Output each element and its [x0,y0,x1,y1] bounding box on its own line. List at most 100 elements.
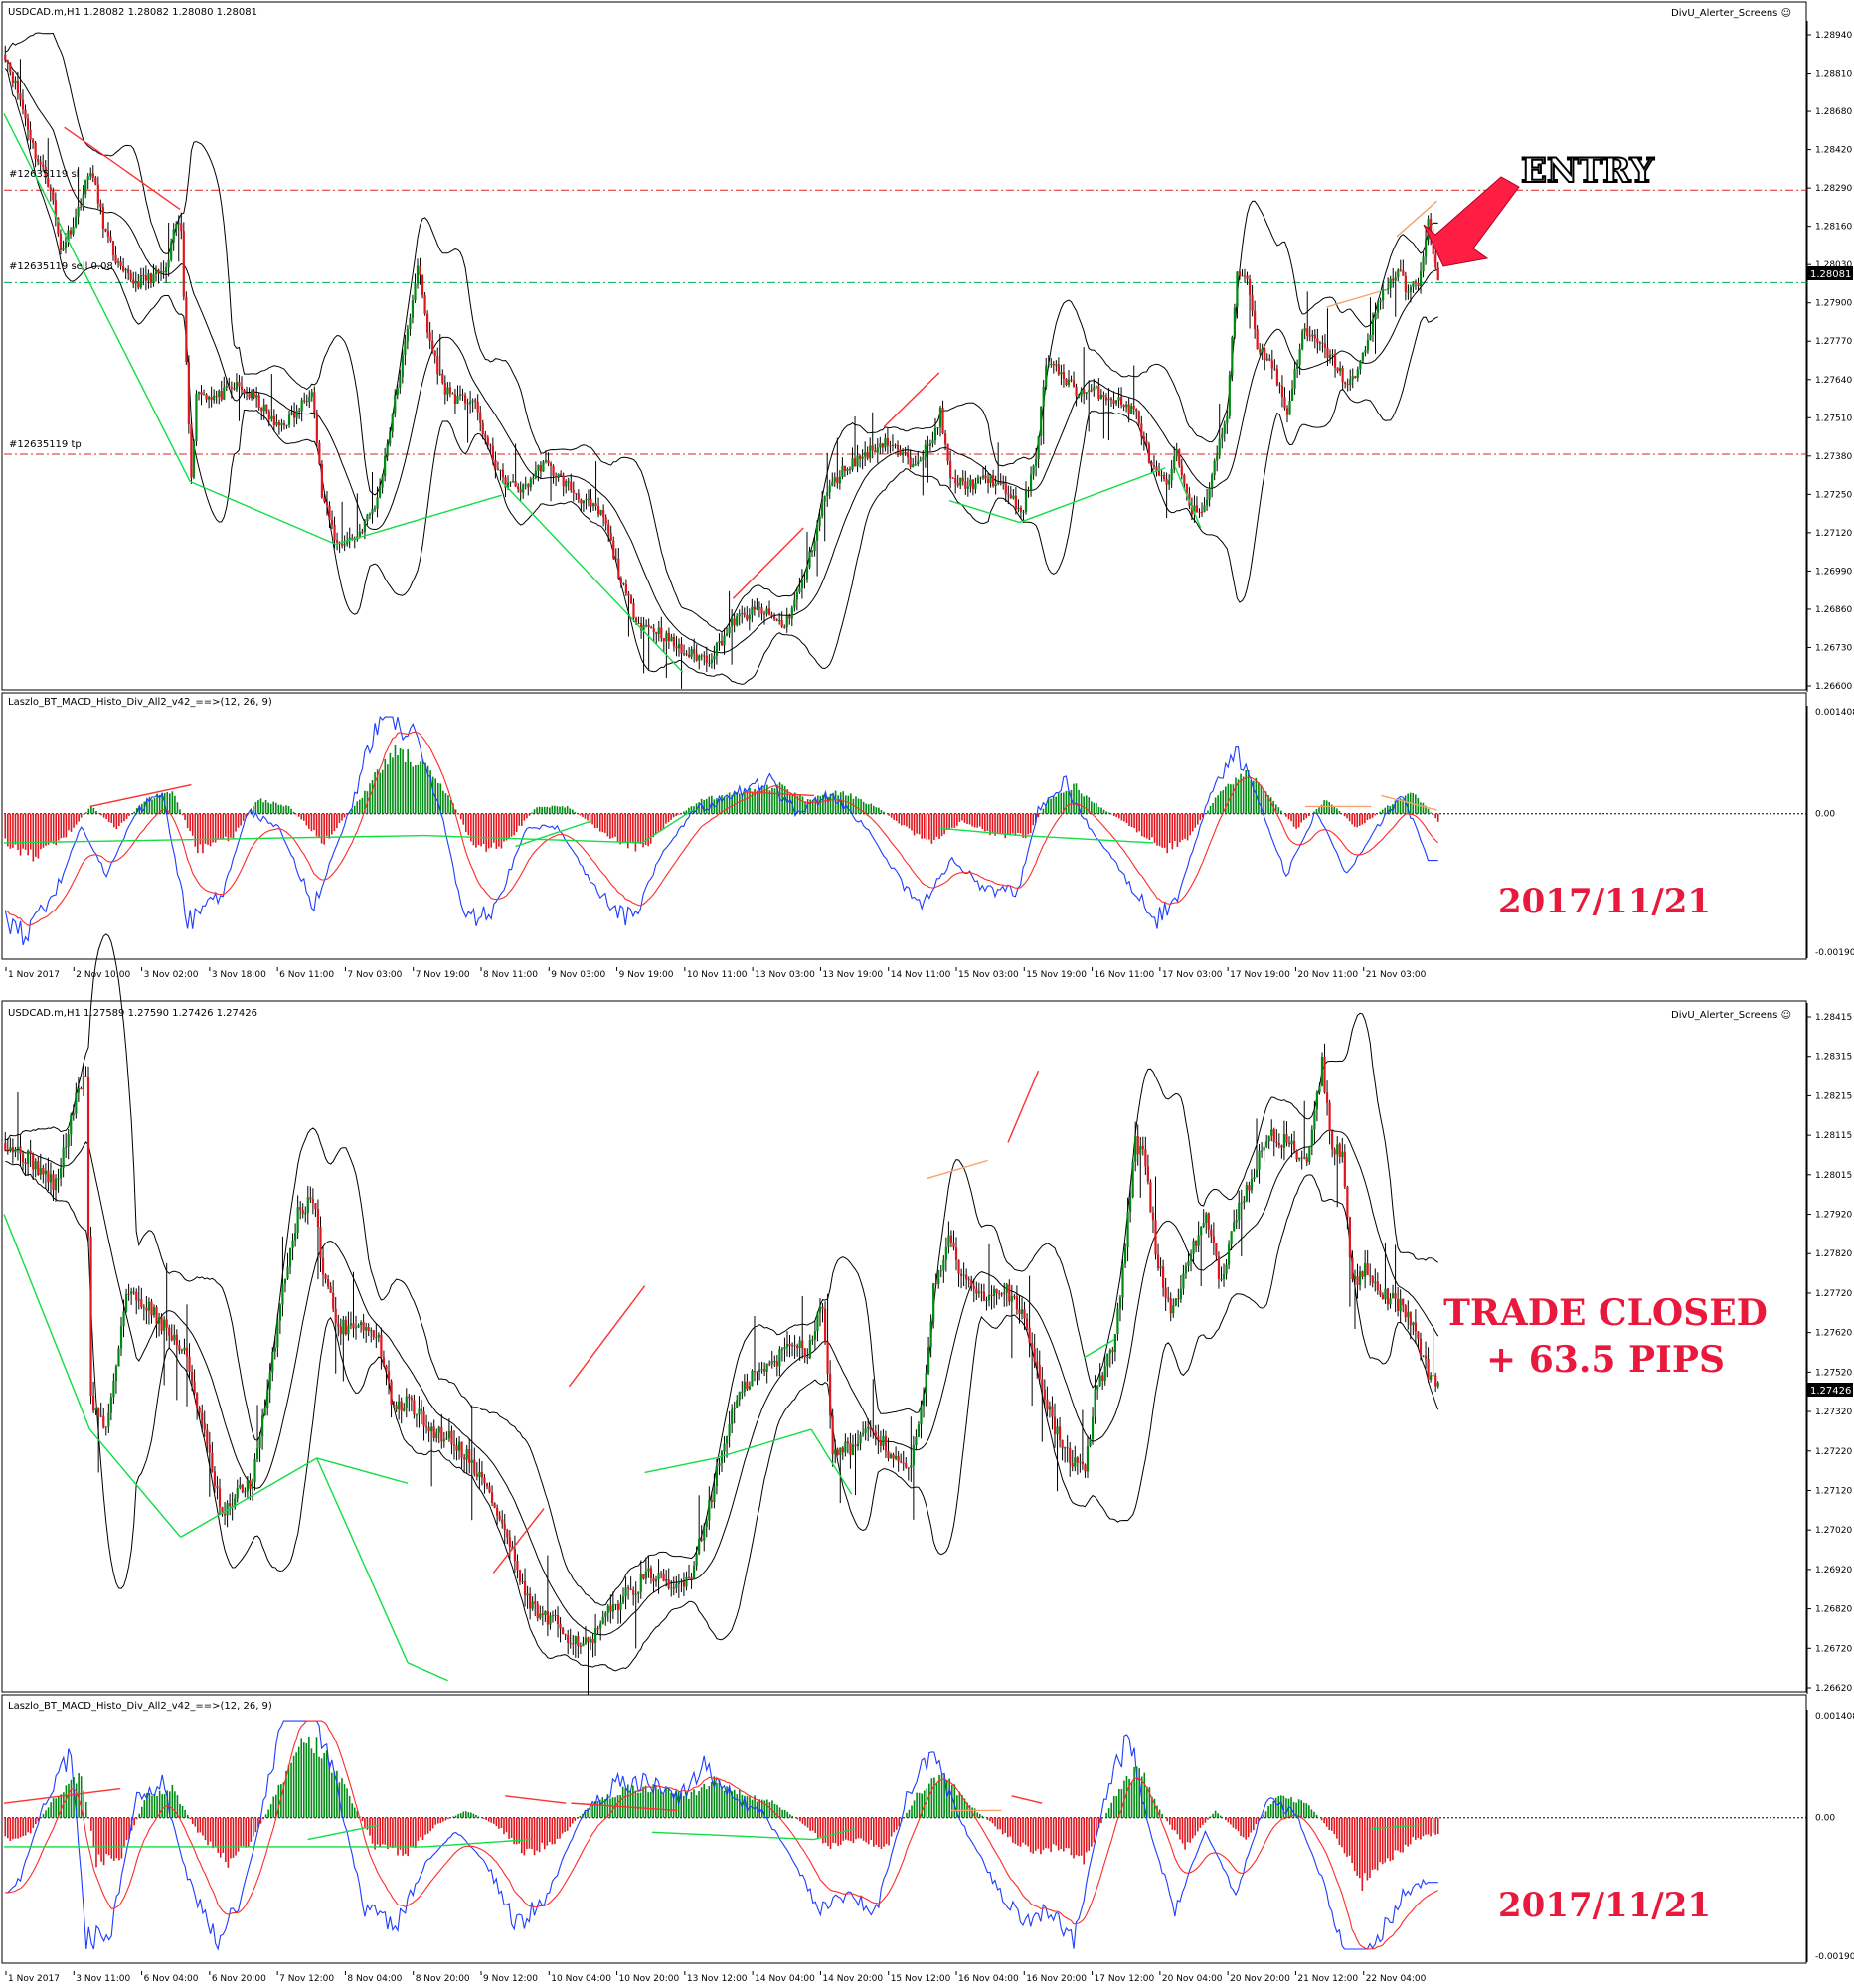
candle-body [387,1371,391,1382]
candle-body [102,1415,105,1428]
candle-body [524,484,527,486]
divergence-line [3,1214,90,1430]
candle-body [922,1394,926,1407]
candle-body [986,478,990,483]
candle-body [1157,470,1161,476]
candle-body [145,1307,148,1311]
candle-body [951,477,954,479]
candle-body [800,580,804,588]
candle-body [1010,1296,1013,1302]
candle-body [456,395,459,405]
candle-body [1149,1181,1152,1213]
candle-body [803,1348,806,1357]
candle-body [494,459,497,469]
candle-body [1202,1223,1205,1227]
candle-body [1195,505,1199,512]
candle-body [980,1291,983,1293]
candle-body [652,628,655,633]
candle-body [1298,349,1301,365]
candle-body [1043,1389,1046,1400]
candle-body [368,514,372,516]
candle-body [609,1605,612,1612]
candle-body [647,1568,650,1572]
candle-body [1162,475,1166,480]
time-tick-label: 17 Nov 19:00 [1230,970,1290,980]
divergence-line [927,1159,988,1180]
candle-body [1061,1439,1064,1449]
candle-body [99,1415,102,1417]
candle-body [327,1278,330,1287]
candle-body [410,1398,413,1401]
candle-body [358,531,361,537]
candle-body [1000,1293,1003,1295]
candle-body [142,1306,145,1308]
divergence-line [88,1428,182,1538]
candle-body [1386,1288,1390,1305]
candle-body [604,517,607,525]
candle-body [1103,1366,1106,1381]
candle-body [1175,449,1178,457]
candle-body [627,593,630,596]
candle-body [995,1288,998,1294]
candle-body [1290,388,1294,401]
candle-body [1333,354,1337,368]
candle-body [416,265,420,284]
candle-body [1174,1298,1177,1306]
candle-body [313,392,316,414]
candle-body [357,1325,360,1328]
candle-body [564,1633,567,1635]
candle-body [391,413,394,432]
candle-body [639,1574,642,1592]
candle-body [695,653,698,661]
candle-body [720,640,724,646]
candle-body [132,279,135,284]
candle-body [287,414,291,425]
candle-body [135,1291,138,1301]
candle-body [187,361,190,424]
candle-body [74,216,78,227]
candle-body [753,606,756,610]
candle-body [546,1610,549,1625]
candle-body [119,261,122,266]
candle-body [780,1349,784,1351]
candle-body [389,431,392,444]
candle-body [270,415,273,419]
candle-body [614,558,617,560]
candle-body [1118,1297,1122,1309]
chart2-date-stamp: 2017/11/21 [1498,1886,1711,1925]
candle-body [1381,289,1385,301]
candle-body [1069,1448,1072,1464]
candle-body [756,1371,758,1373]
candle-body [213,395,216,401]
candle-body [395,1405,398,1410]
candle-body [251,1482,254,1489]
candle-body [975,1288,978,1294]
candle-body [409,317,412,329]
candle-body [554,476,558,478]
candle-body [793,1345,796,1347]
chart1-price-pane [1,1,1807,691]
candle-body [506,1530,509,1538]
candle-body [124,1293,128,1312]
price-tick-label: 1.27120 [1815,529,1852,539]
candle-body [330,519,334,525]
candle-body [54,200,57,218]
candle-body [575,492,578,494]
candle-body [177,223,180,225]
candle-body [723,1443,726,1452]
time-tick-label: 21 Nov 12:00 [1297,1974,1358,1984]
candle-body [1131,1161,1134,1198]
candle-body [325,501,329,506]
price-tick-label: 1.27020 [1815,1526,1852,1536]
candle-body [894,444,897,446]
candle-body [981,475,985,478]
candle-body [230,387,233,389]
candle-body [580,499,583,504]
candle-body [1004,483,1007,494]
candle-body [415,1414,419,1416]
candle-body [642,624,645,631]
candle-body [746,614,749,620]
candle-body [1308,1146,1311,1163]
candle-body [925,1373,927,1395]
candle-body [531,1601,534,1609]
